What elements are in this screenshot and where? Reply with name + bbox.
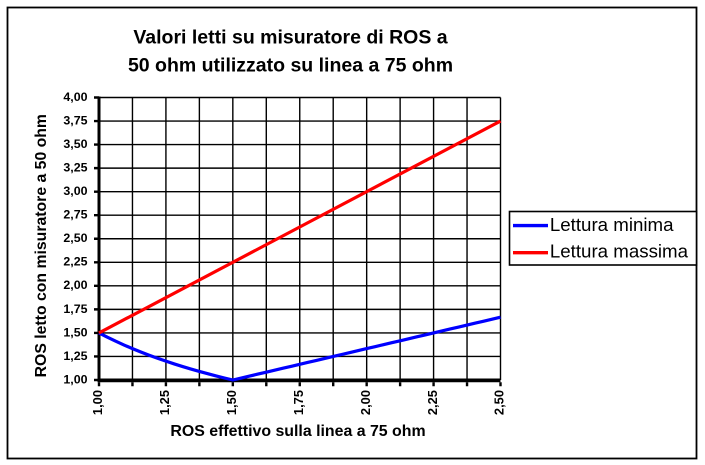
svg-text:ROS letto con misuratore a 50: ROS letto con misuratore a 50 ohm (33, 114, 50, 377)
svg-text:4,00: 4,00 (63, 90, 87, 104)
svg-text:1,25: 1,25 (63, 349, 87, 363)
svg-text:1,75: 1,75 (63, 302, 87, 316)
svg-text:1,75: 1,75 (291, 390, 306, 415)
svg-text:2,25: 2,25 (63, 255, 87, 269)
svg-text:1,50: 1,50 (63, 325, 87, 339)
svg-text:2,50: 2,50 (63, 231, 87, 245)
svg-text:3,25: 3,25 (63, 161, 87, 175)
svg-text:3,50: 3,50 (63, 137, 87, 151)
svg-text:Lettura massima: Lettura massima (550, 241, 689, 262)
svg-text:1,25: 1,25 (157, 390, 172, 415)
svg-text:Lettura minima: Lettura minima (550, 214, 674, 235)
svg-text:2,25: 2,25 (425, 390, 440, 415)
svg-text:2,75: 2,75 (63, 208, 87, 222)
svg-text:3,75: 3,75 (63, 113, 87, 127)
svg-text:1,00: 1,00 (63, 372, 87, 386)
svg-text:Valori letti su misuratore di: Valori letti su misuratore di ROS a (133, 27, 447, 49)
svg-text:50 ohm utilizzato su linea a 7: 50 ohm utilizzato su linea a 75 ohm (128, 55, 453, 77)
svg-text:3,00: 3,00 (63, 184, 87, 198)
svg-text:2,00: 2,00 (358, 390, 373, 415)
svg-text:ROS effettivo sulla linea a 75: ROS effettivo sulla linea a 75 ohm (170, 423, 425, 440)
svg-text:2,50: 2,50 (492, 390, 507, 415)
svg-text:2,00: 2,00 (63, 278, 87, 292)
svg-text:1,00: 1,00 (90, 390, 105, 415)
svg-text:1,50: 1,50 (224, 390, 239, 415)
